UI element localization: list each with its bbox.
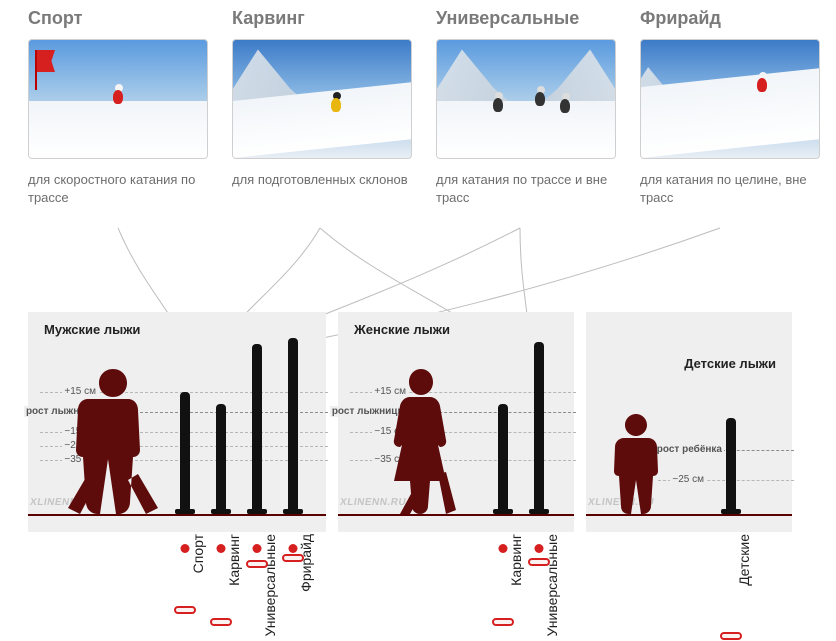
ski-label: Детские <box>736 534 752 586</box>
skier-icon <box>749 70 775 100</box>
baseline <box>28 514 326 516</box>
category-image-carving <box>232 39 412 159</box>
category-title: Спорт <box>28 8 208 29</box>
scale-label: −25 см <box>670 474 706 485</box>
category-title: Универсальные <box>436 8 616 29</box>
ski-labels-row: Спорт Карвинг Универсальные Фрирайд Карв… <box>28 534 836 634</box>
ski-body-icon <box>726 418 736 514</box>
category-desc: для катания по трассе и вне трасс <box>436 171 616 206</box>
silhouette-man <box>68 369 158 514</box>
category-universal: Универсальные для катания по трассе и вн… <box>436 0 616 206</box>
baseline <box>338 514 574 516</box>
panels-row: Мужские лыжи XLINENN.RU +15 см рост лыжн… <box>28 312 836 532</box>
skier-icon <box>105 82 131 112</box>
category-title: Фрирайд <box>640 8 820 29</box>
skier-icon <box>552 91 578 121</box>
category-desc: для подготовленных склонов <box>232 171 412 189</box>
category-image-sport <box>28 39 208 159</box>
category-desc: для катания по целине, вне трасс <box>640 171 820 206</box>
panel-title: Мужские лыжи <box>44 322 140 337</box>
ski-body-icon <box>498 404 508 514</box>
gate-flag-icon <box>35 50 57 90</box>
category-row: Спорт для скоростного катания по трассе … <box>0 0 836 206</box>
category-desc: для скоростного катания по трассе <box>28 171 208 206</box>
ski-label: Спорт <box>190 534 206 573</box>
skier-icon <box>485 90 531 120</box>
ski-label: Карвинг <box>226 534 242 586</box>
ski-body-icon <box>216 404 226 514</box>
ski-label: Универсальные <box>544 534 560 637</box>
ski-body-icon <box>180 392 190 514</box>
ski-body-icon <box>252 344 262 514</box>
silhouette-woman <box>382 369 460 514</box>
ski-label: Фрирайд <box>298 534 314 592</box>
ski-label: Универсальные <box>262 534 278 637</box>
category-sport: Спорт для скоростного катания по трассе <box>28 0 208 206</box>
panel-title: Женские лыжи <box>354 322 450 337</box>
skier-icon <box>527 84 553 114</box>
category-freeride: Фрирайд для катания по целине, вне трасс <box>640 0 820 206</box>
category-carving: Карвинг для подготовленных склонов <box>232 0 412 206</box>
category-image-freeride <box>640 39 820 159</box>
panel-men: Мужские лыжи XLINENN.RU +15 см рост лыжн… <box>28 312 326 532</box>
ski-body-icon <box>288 338 298 514</box>
baseline <box>586 514 792 516</box>
ski-body-icon <box>534 342 544 514</box>
ski-label: Карвинг <box>508 534 524 586</box>
category-title: Карвинг <box>232 8 412 29</box>
category-image-universal <box>436 39 616 159</box>
silhouette-child <box>604 414 668 514</box>
panel-kids: Детские лыжи XLINENN.RU рост ребёнка −25… <box>586 312 792 532</box>
skier-icon <box>323 90 349 120</box>
panel-women: Женские лыжи XLINENN.RU +15 см рост лыжн… <box>338 312 574 532</box>
